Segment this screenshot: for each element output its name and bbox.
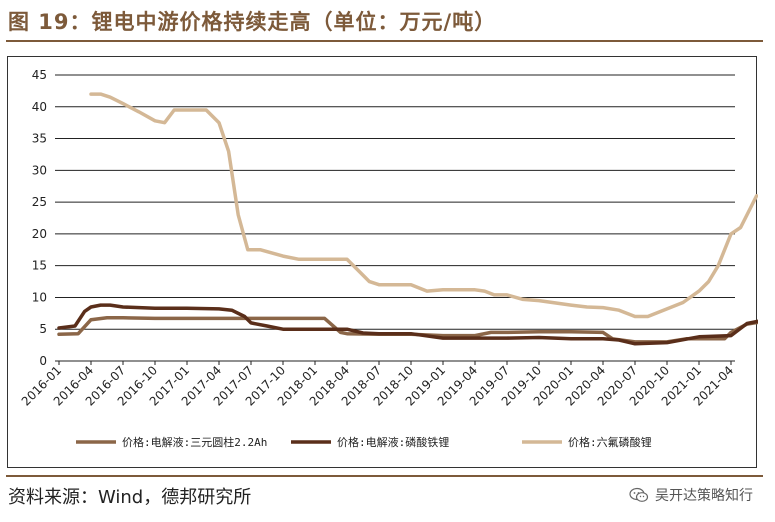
series-line-3 [89, 92, 758, 319]
y-tick-label: 35 [32, 132, 47, 146]
legend-label-3: 价格:六氟磷酸锂 [568, 435, 652, 449]
footer-divider [6, 475, 763, 477]
source-note: 资料来源：Wind，德邦研究所 [8, 487, 252, 508]
gridlines [55, 74, 735, 330]
y-tick-label: 0 [39, 354, 47, 368]
y-tick-label: 20 [32, 227, 47, 241]
series-line-2 [57, 303, 758, 346]
y-tick-label: 40 [32, 100, 47, 114]
page-title: 图 19：锂电中游价格持续走高（单位：万元/吨） [8, 10, 497, 34]
title-divider [6, 40, 763, 42]
y-tick-label: 5 [39, 322, 47, 336]
y-tick-label: 30 [32, 163, 47, 177]
y-axis: 0 5 10 15 20 25 30 35 40 45 [32, 68, 47, 368]
watermark-text: 吴开达策略知行 [655, 488, 753, 504]
y-tick-label: 10 [32, 290, 47, 304]
line-chart: 0 5 10 15 20 25 30 35 40 45 2016-012016-042016-07… [19, 68, 758, 449]
series-line-1 [57, 316, 758, 344]
wechat-icon [629, 487, 649, 502]
legend-label-2: 价格:电解液:磷酸铁锂 [337, 435, 449, 449]
y-tick-label: 25 [32, 195, 47, 209]
x-axis: 2016-012016-042016-072016-102017-012017-… [19, 360, 736, 409]
y-tick-label: 15 [32, 259, 47, 273]
series-lines [57, 92, 758, 346]
legend: 价格:电解液:三元圆柱2.2Ah 价格:电解液:磷酸铁锂 价格:六氟磷酸锂 [76, 435, 652, 449]
legend-label-1: 价格:电解液:三元圆柱2.2Ah [122, 435, 267, 449]
watermark: 吴开达策略知行 [629, 485, 753, 505]
chart-frame: 0 5 10 15 20 25 30 35 40 45 2016-01 2016-04 2016-07… [7, 56, 758, 468]
y-tick-label: 45 [32, 68, 47, 82]
